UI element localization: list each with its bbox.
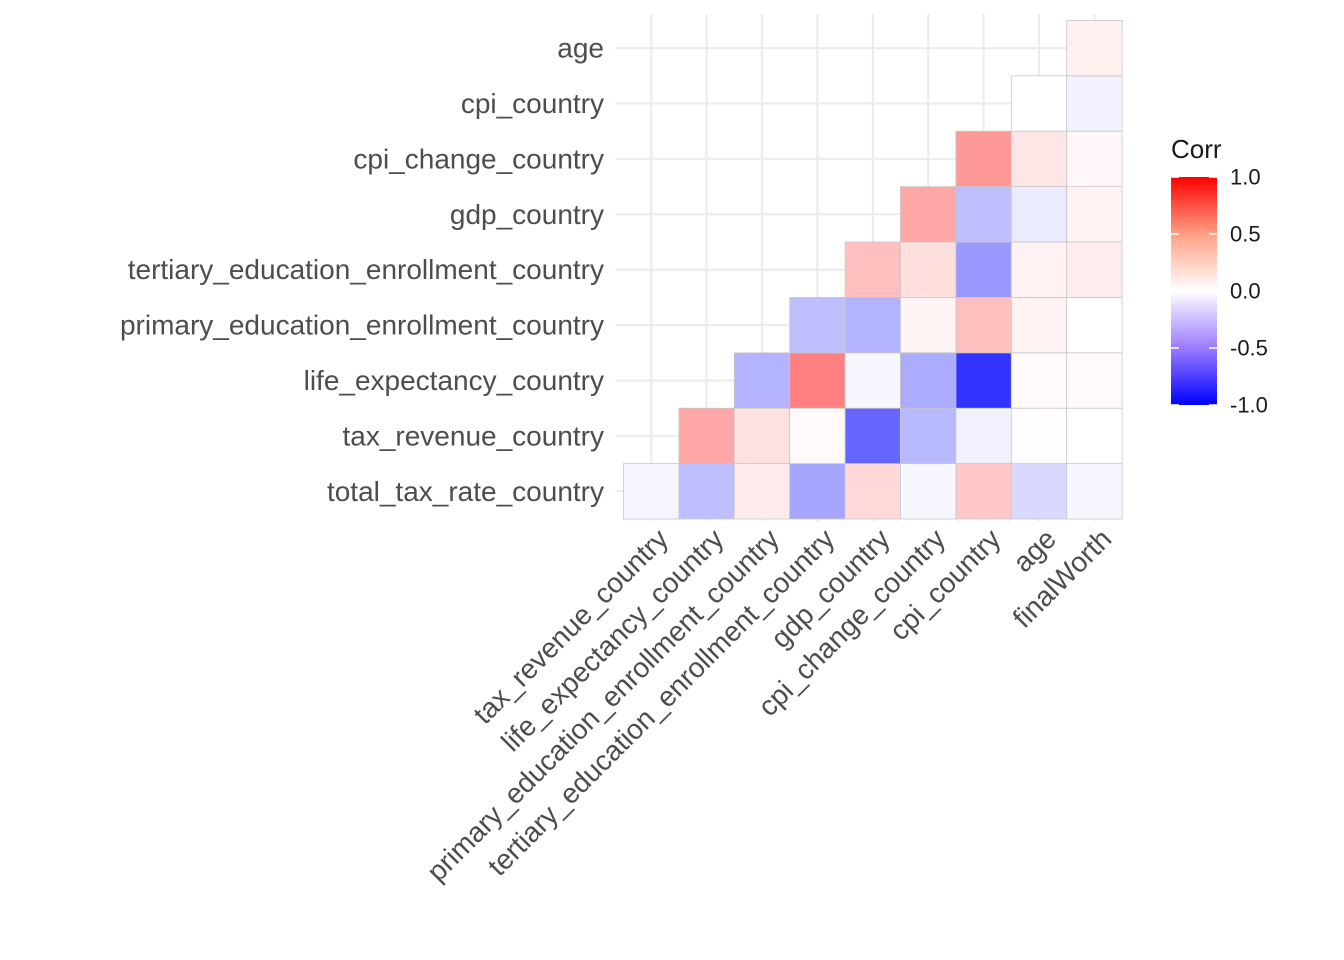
heatmap-cell: [1010, 463, 1068, 520]
legend-tick-label: 1.0: [1230, 165, 1261, 190]
heatmap-cell: [1010, 241, 1068, 298]
heatmap-cell: [1066, 241, 1123, 298]
heatmap-cell: [789, 463, 846, 520]
heatmap-cell: [900, 296, 957, 354]
heatmap-cell: [900, 407, 957, 465]
heatmap-cell: [1010, 186, 1068, 243]
heatmap-cell: [1066, 407, 1123, 465]
legend-tick-label: 0.0: [1230, 279, 1261, 304]
heatmap-cell: [955, 463, 1012, 520]
legend-title: Corr: [1171, 134, 1222, 164]
y-axis-tick-labels: total_tax_rate_country tax_revenue_countr…: [120, 33, 604, 507]
y-tick-label: gdp_country: [450, 199, 604, 230]
heatmap-cell: [900, 241, 957, 298]
y-tick-label: primary_education_enrollment_country: [120, 310, 604, 341]
heatmap-cell: [844, 407, 901, 465]
heatmap-cell: [955, 352, 1012, 409]
heatmap-cell: [844, 352, 901, 409]
heatmap-cell: [1066, 75, 1123, 132]
x-tick-label: life_expectancy_country: [495, 523, 729, 757]
heatmap-cell: [1066, 352, 1123, 409]
heatmap-cell: [789, 407, 846, 465]
heatmap-cell: [678, 463, 735, 520]
heatmap-cell: [900, 186, 957, 243]
heatmap-cell: [678, 407, 735, 465]
heatmap-cell: [1010, 130, 1068, 187]
y-tick-label: tertiary_education_enrollment_country: [128, 254, 604, 285]
heatmap-cell: [955, 130, 1012, 187]
legend-tick-label: -0.5: [1230, 336, 1268, 361]
heatmap-cell: [1010, 296, 1068, 354]
heatmap-cell: [955, 241, 1012, 298]
y-tick-label: tax_revenue_country: [342, 420, 604, 451]
heatmap-cell: [1010, 75, 1068, 132]
legend-tick-label: 0.5: [1230, 222, 1261, 247]
y-tick-label: total_tax_rate_country: [327, 476, 604, 507]
legend-tick-label: -1.0: [1230, 393, 1268, 418]
heatmap-cell: [789, 352, 846, 409]
heatmap-cell: [844, 463, 901, 520]
heatmap-cell: [733, 407, 791, 465]
heatmap-cell: [733, 352, 791, 409]
heatmap-cell: [900, 463, 957, 520]
y-tick-label: life_expectancy_country: [304, 365, 604, 396]
heatmap-cell: [1066, 463, 1123, 520]
heatmap-cell: [844, 296, 901, 354]
heatmap-cell: [955, 186, 1012, 243]
heatmap-cells: [623, 19, 1123, 520]
y-tick-label: age: [557, 33, 604, 64]
heatmap-cell: [1066, 186, 1123, 243]
x-axis-tick-labels: tax_revenue_countrylife_expectancy_count…: [421, 523, 1118, 887]
y-tick-label: cpi_country: [461, 88, 604, 119]
heatmap-cell: [733, 463, 791, 520]
heatmap-cell: [955, 407, 1012, 465]
legend: Corr 1.0 0.5 0.0 -0.5 -1.0: [1171, 134, 1268, 418]
heatmap-cell: [1010, 407, 1068, 465]
heatmap-cell: [1010, 352, 1068, 409]
heatmap-cell: [1066, 296, 1123, 354]
heatmap-cell: [955, 296, 1012, 354]
heatmap-cell: [1066, 130, 1123, 187]
heatmap-cell: [789, 296, 846, 354]
heatmap-cell: [844, 241, 901, 298]
heatmap-cell: [1066, 19, 1123, 77]
y-tick-label: cpi_change_country: [353, 143, 604, 174]
heatmap-cell: [623, 463, 680, 520]
heatmap-cell: [900, 352, 957, 409]
